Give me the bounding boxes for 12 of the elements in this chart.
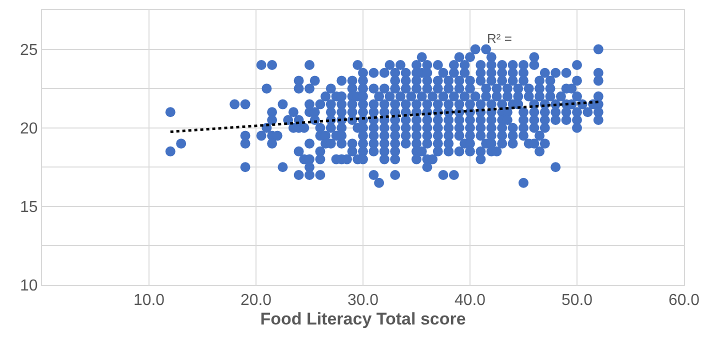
- x-tick-label: 60.0: [668, 292, 700, 310]
- y-tick-label: 25: [20, 42, 38, 59]
- x-tick-label: 50.0: [561, 292, 593, 310]
- y-tick-label: 10: [20, 278, 38, 295]
- x-tick-label: 10.0: [133, 292, 165, 310]
- x-tick-label: 20.0: [240, 292, 272, 310]
- x-tick-label: 30.0: [347, 292, 379, 310]
- x-axis-title: Food Literacy Total score: [260, 310, 466, 329]
- x-tick-label: 40.0: [454, 292, 486, 310]
- y-tick-label: 20: [20, 120, 38, 138]
- annotation: R² =: [487, 31, 512, 46]
- y-tick-label: 15: [20, 199, 38, 216]
